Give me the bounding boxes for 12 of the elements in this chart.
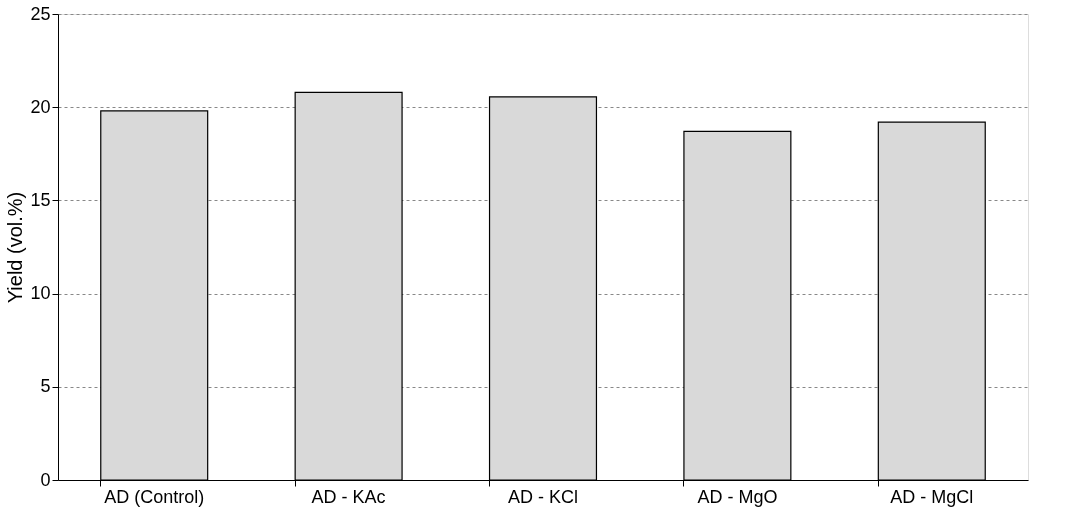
- y-tick-label: 20: [30, 96, 51, 117]
- x-tick-label: AD - MgO: [697, 486, 778, 507]
- x-tick-label: AD - MgCl: [890, 486, 974, 507]
- y-tick-label: 15: [30, 189, 51, 210]
- y-axis-title: Yield (vol.%): [4, 191, 27, 304]
- y-tick-label: 10: [30, 283, 51, 304]
- y-tick-label: 0: [40, 469, 51, 490]
- x-tick-label: AD - KAc: [311, 486, 386, 507]
- y-tick-label: 25: [30, 3, 51, 24]
- y-tick-label: 5: [40, 376, 51, 397]
- x-tick-label: AD (Control): [104, 486, 205, 507]
- x-tick-label: AD - KCl: [507, 486, 579, 507]
